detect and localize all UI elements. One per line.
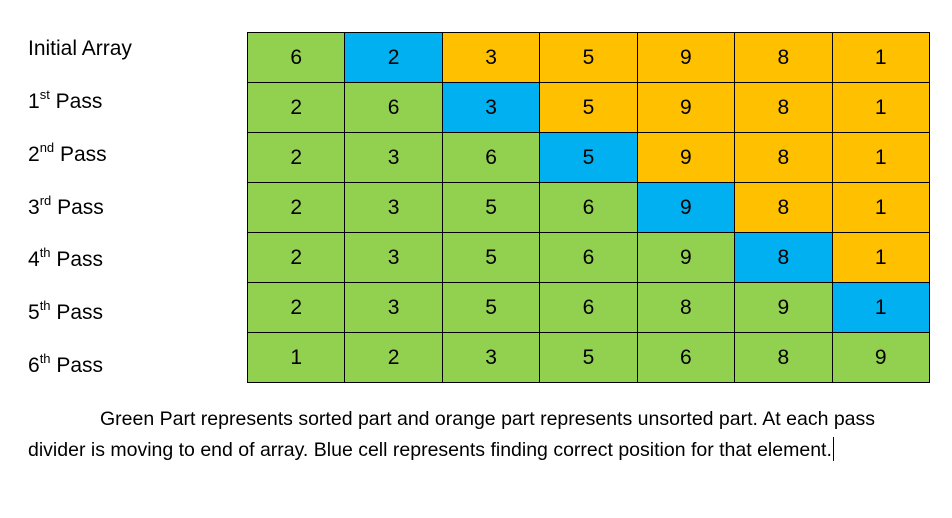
- table-cell-orange: 9: [636, 132, 736, 183]
- table-cell-green: 2: [246, 132, 346, 183]
- row-label-initial-array: Initial Array: [28, 36, 132, 62]
- table-cell-orange: 5: [539, 32, 638, 83]
- text-cursor: [832, 437, 834, 461]
- row-label-text: 1: [28, 90, 40, 113]
- table-cell-blue: 3: [441, 82, 541, 133]
- row-label-rest: Pass: [50, 248, 104, 271]
- caption-paragraph[interactable]: Green Part represents sorted part and or…: [28, 404, 933, 466]
- caption-text: Green Part represents sorted part and or…: [28, 408, 876, 461]
- table-cell-green: 6: [539, 182, 638, 233]
- row-label-pass-2: 2nd Pass: [28, 140, 107, 168]
- row-label-pass-1: 1st Pass: [28, 87, 103, 115]
- row-label-rest: Pass: [51, 196, 104, 219]
- row-label-rest: Pass: [54, 143, 107, 166]
- table-cell-green: 9: [636, 232, 736, 283]
- table-cell-green: 6: [246, 32, 346, 83]
- table-cell-green: 2: [246, 282, 346, 333]
- table-cell-green: 1: [246, 332, 346, 383]
- table-cell-orange: 8: [734, 132, 833, 183]
- table-cell-orange: 9: [636, 32, 736, 83]
- table-cell-green: 6: [344, 82, 443, 133]
- row-label-rest: Pass: [49, 90, 103, 113]
- table-cell-green: 3: [344, 182, 443, 233]
- table-cell-green: 3: [344, 282, 443, 333]
- row-label-sup: th: [39, 245, 51, 260]
- table-cell-green: 5: [539, 332, 638, 383]
- table-cell-orange: 1: [831, 182, 931, 233]
- table-cell-orange: 1: [831, 32, 931, 83]
- table-cell-green: 2: [246, 82, 346, 133]
- table-cell-green: 6: [636, 332, 736, 383]
- table-cell-green: 5: [441, 232, 541, 283]
- row-label-text: 4: [28, 248, 40, 271]
- table-cell-green: 8: [636, 282, 736, 333]
- row-label-sup: th: [39, 298, 51, 313]
- table-cell-green: 8: [734, 332, 833, 383]
- row-label-pass-6: 6th Pass: [28, 351, 104, 379]
- table-cell-orange: 9: [636, 82, 736, 133]
- table-cell-green: 3: [344, 132, 443, 183]
- table-cell-orange: 1: [831, 232, 931, 283]
- table-cell-green: 6: [441, 132, 541, 183]
- table-cell-green: 9: [734, 282, 833, 333]
- row-label-sup: st: [39, 87, 50, 102]
- row-label-pass-3: 3rd Pass: [28, 193, 104, 221]
- row-label-text: Initial Array: [28, 37, 132, 60]
- table-cell-orange: 8: [734, 32, 833, 83]
- row-label-text: 3: [28, 196, 40, 219]
- row-label-rest: Pass: [50, 354, 104, 377]
- table-cell-blue: 2: [344, 32, 443, 83]
- table-cell-green: 2: [246, 232, 346, 283]
- table-cell-blue: 1: [831, 282, 931, 333]
- table-cell-orange: 1: [831, 82, 931, 133]
- row-label-rest: Pass: [50, 301, 104, 324]
- table-cell-green: 2: [246, 182, 346, 233]
- row-label-sup: rd: [39, 193, 52, 208]
- row-label-pass-5: 5th Pass: [28, 298, 104, 326]
- table-cell-blue: 9: [636, 182, 736, 233]
- table-cell-green: 6: [539, 232, 638, 283]
- table-cell-green: 5: [441, 282, 541, 333]
- row-label-text: 6: [28, 354, 40, 377]
- table-cell-orange: 5: [539, 82, 638, 133]
- table-cell-blue: 8: [734, 232, 833, 283]
- table-cell-blue: 5: [539, 132, 638, 183]
- table-cell-green: 3: [344, 232, 443, 283]
- row-label-pass-4: 4th Pass: [28, 245, 104, 273]
- table-cell-orange: 1: [831, 132, 931, 183]
- table-cell-orange: 3: [441, 32, 541, 83]
- table-cell-green: 3: [441, 332, 541, 383]
- table-cell-green: 5: [441, 182, 541, 233]
- table-cell-orange: 8: [734, 182, 833, 233]
- table-cell-green: 6: [539, 282, 638, 333]
- row-label-text: 2: [28, 143, 40, 166]
- row-label-text: 5: [28, 301, 40, 324]
- row-label-sup: th: [39, 351, 51, 366]
- table-cell-green: 9: [831, 332, 931, 383]
- table-cell-green: 2: [344, 332, 443, 383]
- table-cell-orange: 8: [734, 82, 833, 133]
- row-label-sup: nd: [39, 140, 55, 155]
